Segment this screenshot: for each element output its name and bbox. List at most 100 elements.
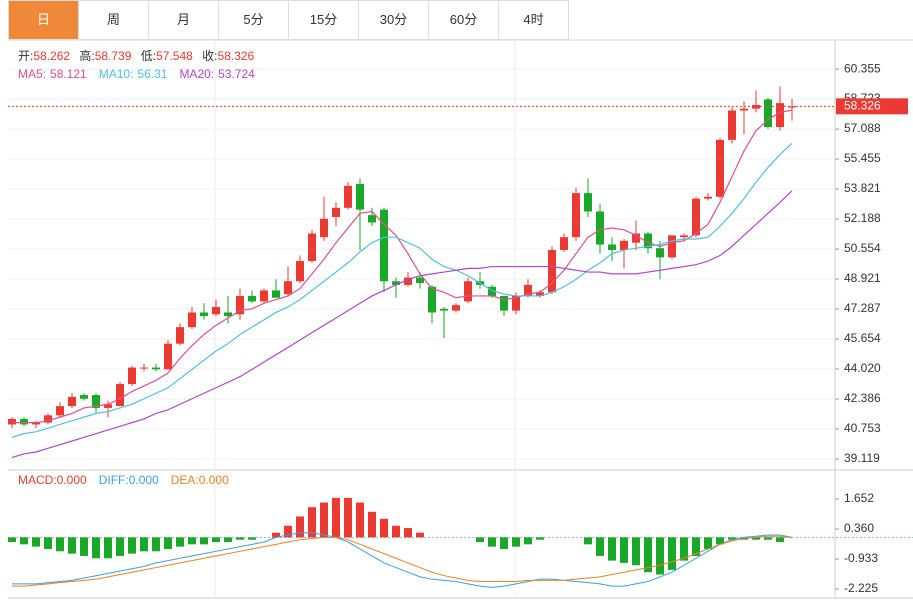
candle-body	[236, 295, 244, 315]
macd-bar	[272, 532, 280, 538]
candle-body	[692, 198, 700, 236]
candle-body	[200, 312, 208, 317]
macd-bar	[128, 537, 136, 554]
macd-bar	[644, 537, 652, 573]
macd-bar	[536, 537, 544, 540]
macd-bar	[500, 537, 508, 549]
candle-body	[224, 312, 232, 317]
candle-body	[632, 233, 640, 243]
candle-body	[764, 99, 772, 128]
candle-body	[20, 418, 28, 425]
candle-body	[656, 248, 664, 258]
y-tick-label: 47.287	[844, 301, 881, 315]
macd-bar	[296, 516, 304, 538]
candle-body	[416, 277, 424, 284]
ma-line	[11, 190, 793, 459]
candle-body	[332, 207, 340, 217]
y-tick-label: -0.933	[844, 551, 878, 565]
legend-label: MA20:	[179, 67, 214, 81]
y-tick-label: 45.654	[844, 331, 881, 345]
y-tick-label: 60.355	[844, 61, 881, 75]
candle-body	[152, 367, 160, 370]
candle-body	[596, 211, 604, 245]
candle-body	[500, 295, 508, 311]
candle-body	[680, 235, 688, 238]
y-tick-label: 39.119	[844, 451, 880, 465]
macd-line	[12, 535, 793, 587]
legend-label: MACD:	[18, 473, 57, 487]
macd-bar	[368, 511, 376, 538]
macd-bar	[404, 528, 412, 538]
ma-legend: MA5: 58.121 MA10: 56.31 MA20: 53.724	[18, 67, 255, 81]
candle-body	[488, 286, 496, 296]
period-tab[interactable]: 周	[79, 1, 149, 39]
value: 57.548	[156, 49, 193, 63]
legend-label: DIFF:	[99, 473, 129, 487]
candle-body	[344, 185, 352, 208]
period-tab[interactable]: 4时	[499, 1, 569, 39]
macd-bar	[632, 537, 640, 566]
legend-value: 53.724	[218, 67, 255, 81]
candle-body	[740, 108, 748, 111]
y-tick-label: 53.821	[844, 181, 881, 195]
candle-body	[452, 305, 460, 311]
candle-body	[440, 308, 448, 311]
candle-body	[368, 215, 376, 223]
candle-body	[716, 139, 724, 197]
period-tab[interactable]: 日	[9, 1, 79, 39]
candle-body	[788, 106, 796, 108]
candle-body	[704, 196, 712, 199]
ma-line	[11, 142, 793, 438]
candle-body	[644, 233, 652, 249]
value: 58.739	[95, 49, 132, 63]
macd-bar	[344, 497, 352, 538]
macd-bar	[104, 537, 112, 559]
macd-bar	[236, 537, 244, 540]
candle-body	[260, 290, 268, 302]
macd-bar	[332, 497, 340, 538]
macd-bar	[668, 537, 676, 570]
candle-body	[536, 292, 544, 296]
legend-label: MA10:	[99, 67, 134, 81]
candle-body	[104, 404, 112, 408]
macd-bar	[692, 537, 700, 556]
candle-body	[404, 277, 412, 285]
macd-bar	[80, 537, 88, 556]
candle-body	[8, 418, 16, 425]
period-tab[interactable]: 15分	[289, 1, 359, 39]
period-tab[interactable]: 5分	[219, 1, 289, 39]
period-tab[interactable]: 30分	[359, 1, 429, 39]
macd-bar	[320, 502, 328, 538]
candle-body	[44, 415, 52, 423]
macd-bar	[680, 537, 688, 561]
macd-bar	[584, 537, 592, 545]
y-tick-label: 50.554	[844, 241, 881, 255]
macd-bar	[308, 507, 316, 538]
candle-body	[248, 295, 256, 302]
value: 58.326	[218, 49, 255, 63]
macd-bar	[56, 537, 64, 552]
macd-bar	[512, 537, 520, 547]
candle-body	[512, 295, 520, 311]
macd-bar	[20, 537, 28, 545]
macd-bar	[212, 537, 220, 543]
macd-bar	[248, 537, 256, 540]
legend-value: 0.000	[129, 473, 159, 487]
period-tab[interactable]: 60分	[429, 1, 499, 39]
ma-line	[12, 109, 793, 424]
label: 收:	[202, 49, 217, 63]
period-tab[interactable]: 月	[149, 1, 219, 39]
macd-bar	[224, 537, 232, 543]
macd-bar	[728, 537, 736, 540]
ohlc-readout: 开:58.262 高:58.739 低:57.548 收:58.326	[18, 48, 255, 63]
macd-bar	[356, 502, 364, 538]
marks: 58.326	[8, 86, 908, 588]
candle-body	[548, 250, 556, 293]
candle-body	[176, 327, 184, 344]
macd-legend: MACD:0.000 DIFF:0.000 DEA:0.000	[18, 473, 229, 487]
macd-bar	[140, 537, 148, 552]
candle-body	[572, 193, 580, 238]
candle-body	[56, 406, 64, 416]
